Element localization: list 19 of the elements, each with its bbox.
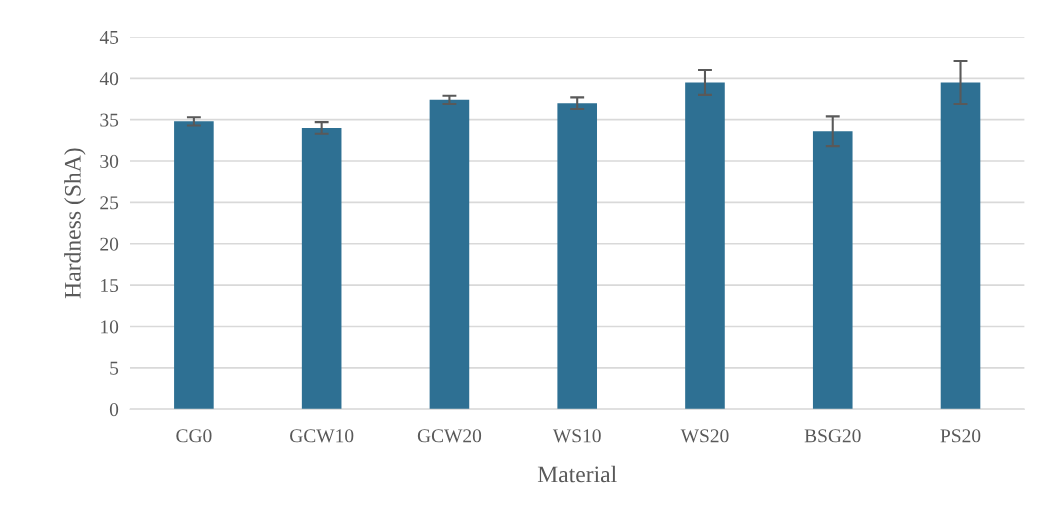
- y-tick-label: 20: [100, 237, 119, 251]
- y-tick-label: 0: [109, 403, 119, 417]
- x-tick-label: PS20: [940, 429, 981, 443]
- y-tick-label: 45: [99, 30, 119, 44]
- y-tick-label: 40: [99, 72, 119, 86]
- y-tick-label: 25: [100, 196, 119, 210]
- y-axis-title: Hardness (ShA): [64, 148, 86, 299]
- y-tick-label: 10: [101, 320, 119, 334]
- x-tick-label: WS20: [680, 429, 729, 443]
- x-tick-label: WS10: [552, 429, 601, 443]
- y-tick-label: 30: [100, 154, 119, 168]
- y-tick-label: 35: [100, 113, 119, 127]
- y-tick-label: 5: [110, 361, 119, 375]
- y-tick-label: 15: [101, 279, 119, 293]
- x-tick-label: CG0: [176, 429, 212, 443]
- x-tick-label: GCW20: [417, 429, 482, 443]
- x-axis-title: Material: [537, 465, 617, 483]
- x-tick-label: GCW10: [290, 429, 354, 443]
- x-tick-label: BSG20: [804, 429, 861, 443]
